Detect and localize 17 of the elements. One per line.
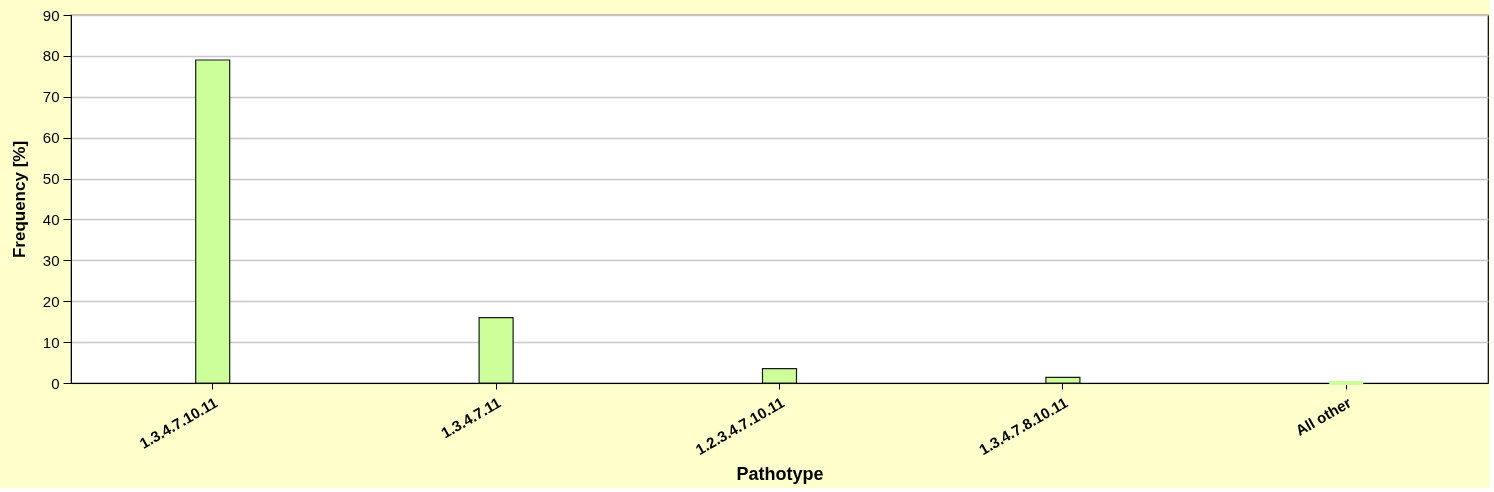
bar: [478, 316, 514, 384]
y-tick-label: 80: [42, 47, 60, 65]
y-axis-title: Frequency [%]: [9, 140, 29, 259]
bar: [761, 368, 798, 384]
bar: [1045, 376, 1081, 384]
y-tick-label: 90: [42, 6, 60, 24]
x-axis-title: Pathotype: [736, 464, 824, 485]
y-tick-label: 0: [51, 374, 60, 392]
y-tick-label: 40: [42, 210, 60, 228]
y-tick-label: 10: [42, 333, 60, 351]
y-tick-label: 30: [42, 251, 60, 269]
y-tick-label: 60: [42, 129, 60, 147]
y-tick-label: 50: [42, 170, 60, 188]
x-tick-label: All other: [1292, 393, 1354, 439]
y-tick-label: 70: [42, 88, 60, 106]
bar: [195, 59, 231, 384]
y-tick-label: 20: [42, 292, 60, 310]
